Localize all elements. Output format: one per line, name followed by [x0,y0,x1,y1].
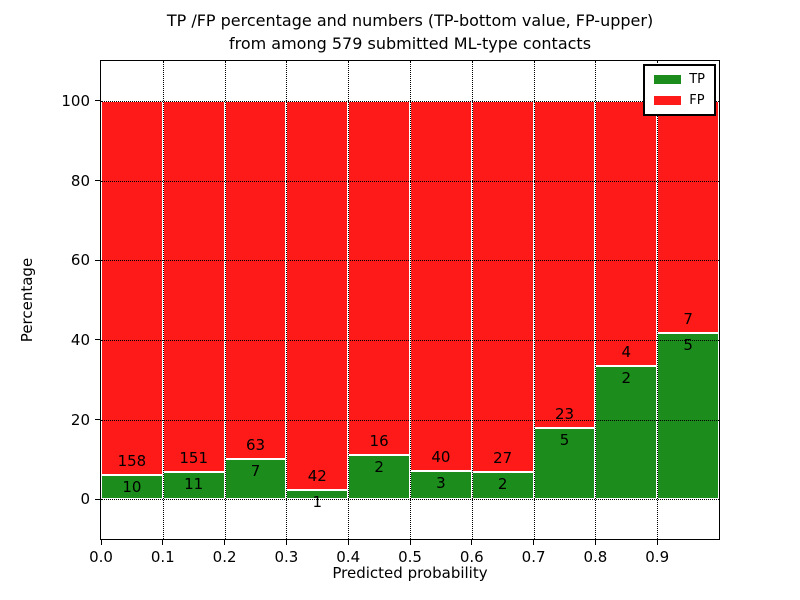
x-tick-mark [533,540,535,545]
bar-tp [224,459,287,500]
bar-fp [410,100,472,472]
bar-fp [286,100,349,490]
bar-label-fp: 16 [369,431,389,450]
bar-label-tp: 5 [559,431,570,450]
bar-tp [101,475,163,500]
gridline-vertical [162,61,164,539]
x-tick-mark [285,540,287,545]
bar-label-fp: 42 [307,466,327,485]
x-tick-mark [409,540,411,545]
gridline-vertical [657,61,659,539]
y-tick-mark [95,100,100,102]
bar-label-tp: 2 [497,474,508,493]
bar-label-tp: 2 [374,457,384,476]
x-tick-mark [594,540,596,545]
fp-swatch-icon [654,96,682,105]
bar-label-tp: 11 [184,475,204,494]
y-tick-mark [95,498,100,500]
bar-tp [162,472,225,500]
legend-label-tp: TP [689,72,705,87]
y-tick-label: 0 [80,490,90,509]
x-tick-mark [224,540,226,545]
y-axis-label: Percentage [18,257,36,343]
y-tick-mark [95,180,100,181]
y-tick-label: 60 [70,251,90,270]
x-tick-label: 0.6 [459,548,484,566]
bar-label-tp: 5 [683,336,693,355]
y-tick-label: 20 [70,410,90,429]
bar-label-fp: 40 [431,448,451,467]
y-tick-mark [95,339,100,341]
bar-fp [162,100,225,473]
bar-label-tp: 1 [312,492,323,511]
bar-label-tp: 10 [122,478,142,497]
gridline-vertical [410,61,411,539]
bar-fp [224,100,287,460]
y-tick-mark [95,419,100,420]
legend: TP FP [643,64,716,116]
bar-label-fp: 23 [554,405,575,424]
x-tick-label: 0.0 [89,548,113,566]
chart-title-line1: TP /FP percentage and numbers (TP-bottom… [166,11,654,30]
x-tick-label: 0.3 [274,548,299,566]
tp-swatch-icon [654,75,682,84]
bar-fp [533,100,596,429]
x-tick-mark [100,540,102,545]
gridline-vertical [471,61,473,539]
x-tick-label: 0.2 [212,548,237,566]
x-tick-label: 0.4 [336,548,361,566]
y-tick-label: 40 [70,330,90,349]
bar-label-fp: 158 [117,452,147,471]
x-axis-label: Predicted probability [332,564,488,582]
bar-tp [657,333,719,500]
bar-fp [471,100,534,472]
x-tick-label: 0.9 [645,548,670,566]
bar-fp [595,100,658,367]
bar-label-fp: 27 [493,448,513,467]
bar-fp [657,100,719,334]
plot-area: 158 10 151 11 63 7 42 1 16 2 40 3 27 2 23 5 4 2 7 5 [100,60,720,540]
gridline-vertical [595,61,597,539]
y-tick-label: 100 [61,91,90,110]
x-tick-label: 0.1 [150,548,175,566]
legend-item-tp: TP [654,73,705,86]
legend-item-fp: FP [654,94,705,107]
bar-fp [101,100,163,476]
bar-label-tp: 3 [436,474,446,493]
gridline-vertical [286,61,288,539]
x-tick-label: 0.5 [398,548,422,566]
gridline-vertical [224,61,226,539]
y-tick-mark [95,259,100,261]
bar-label-tp: 2 [621,369,632,388]
bar-tp [595,366,658,500]
bar-label-fp: 151 [179,449,209,468]
bar-label-fp: 63 [245,436,266,455]
bar-label-tp: 7 [250,462,261,481]
x-tick-mark [162,540,164,545]
gridline-vertical [348,61,350,539]
chart-title-line2: from among 579 submitted ML-type contact… [228,34,592,53]
x-tick-mark [471,540,473,545]
x-tick-mark [656,540,658,545]
bar-fp [348,100,410,455]
x-tick-label: 0.7 [521,548,546,566]
gridline-vertical [533,61,535,539]
y-tick-label: 80 [70,171,90,190]
x-tick-mark [347,540,349,545]
bar-label-fp: 7 [683,310,693,329]
legend-label-fp: FP [689,93,705,108]
chart-title: TP /FP percentage and numbers (TP-bottom… [100,9,720,55]
bar-label-fp: 4 [621,343,632,362]
x-tick-label: 0.8 [583,548,608,566]
